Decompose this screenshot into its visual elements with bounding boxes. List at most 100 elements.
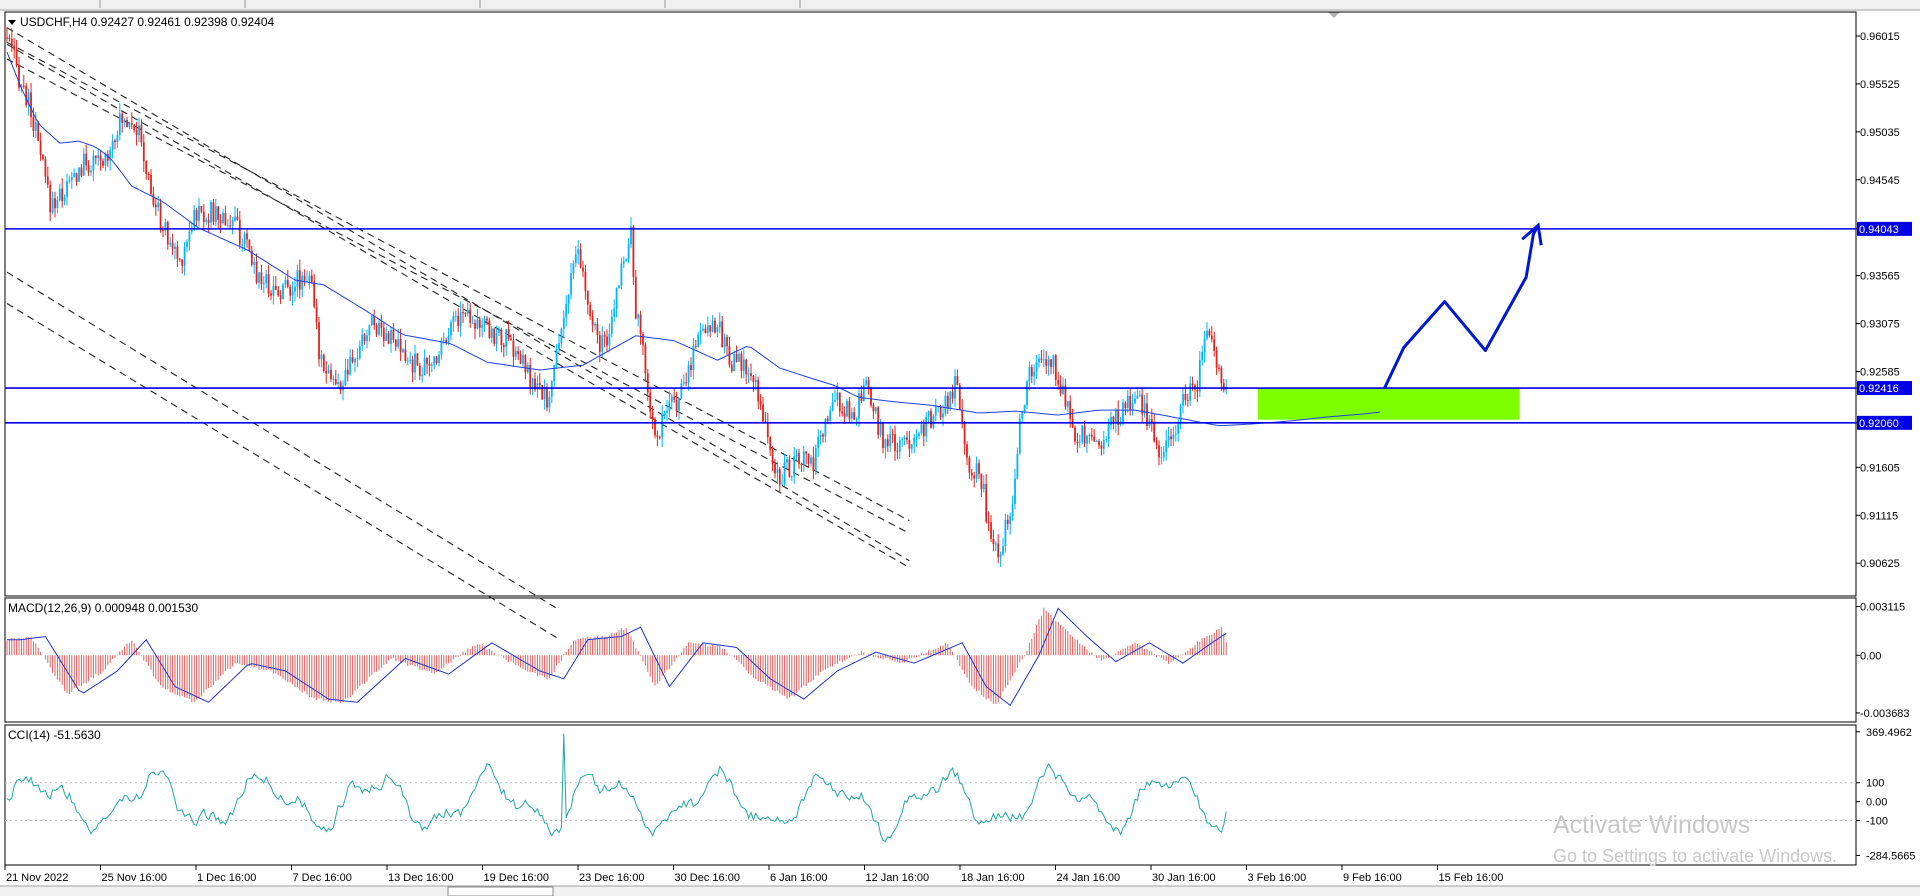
candle-body [121,113,124,123]
candle-body [558,343,560,349]
price-label: 0.91605 [1860,462,1900,474]
candle-body [985,484,988,522]
projection-path [1383,224,1540,389]
candle-body [426,357,428,364]
projection-arrowhead-icon [1521,222,1543,246]
time-label: 30 Dec 16:00 [675,872,740,884]
candle-body [183,246,186,266]
candle-body [250,250,253,265]
candle-body [70,176,73,181]
candle-body [150,174,152,194]
candle-body [25,85,28,106]
channel-line [6,27,910,562]
candle-body [1095,441,1098,443]
candle-body [13,46,16,50]
candle-body [774,463,776,474]
candle-body [147,173,150,175]
candle-body [704,328,707,334]
cci-label: 100 [1866,778,1884,790]
shift-marker-icon[interactable] [1328,12,1340,18]
candle-body [987,521,990,523]
candle-body [728,346,731,365]
candle-body [1081,425,1084,442]
candle-body [1160,457,1163,459]
candle-body [409,359,412,361]
candle-body [358,345,361,359]
candle-body [644,344,647,374]
price-label: 0.92585 [1860,366,1900,378]
candle-body [8,37,11,39]
candle-body [193,210,196,230]
candle-body [1112,416,1115,423]
time-label: 30 Jan 16:00 [1152,872,1216,884]
candle-body [992,538,995,545]
candle-body [308,275,311,281]
candle-body [231,220,234,226]
candle-body [639,314,642,335]
candle-body [517,351,520,355]
time-label: 25 Nov 16:00 [102,872,167,884]
candle-body [1198,360,1201,392]
price-label-box [1857,415,1912,430]
candle-body [334,379,337,385]
candle-body [524,355,527,373]
candle-body [195,210,198,221]
candle-body [620,263,623,286]
candle-body [176,246,179,259]
candle-body [469,309,472,324]
candle-body [262,283,265,285]
time-label: 9 Feb 16:00 [1343,872,1402,884]
activate-windows-title: Activate Windows [1553,811,1751,839]
cci-plot [5,733,1856,842]
candle-body [1174,433,1177,435]
candle-body [963,421,966,445]
scrollbar-thumb[interactable] [447,886,554,896]
candle-body [214,206,217,222]
dropdown-icon[interactable] [8,20,16,25]
candle-body [394,339,397,347]
candle-body [1009,516,1012,524]
candle-body [1040,358,1043,360]
candle-body [730,364,733,372]
candle-body [466,309,469,314]
candle-body [452,315,455,323]
candle-body [627,244,630,259]
candle-body [291,291,294,296]
candle-body [531,378,534,388]
candle-body [85,153,88,166]
candle-body [906,437,908,441]
candle-body [1153,422,1156,442]
candle-body [471,322,474,324]
candle-body [1026,381,1028,405]
candle-body [812,457,815,472]
candle-body [488,320,491,338]
macd-label: 0.00 [1860,650,1881,662]
candle-body [555,348,558,365]
candle-body [601,335,604,352]
candle-body [790,476,793,478]
candle-body [658,436,661,438]
price-label-box [1857,221,1912,236]
candle-body [1021,412,1024,419]
cci-panel-frame [4,724,1857,866]
candle-body [548,396,551,408]
candle-body [656,435,659,437]
time-label: 12 Jan 16:00 [866,872,930,884]
candle-body [366,335,368,342]
candle-body [375,325,378,335]
candle-body [267,274,270,294]
candle-body [133,124,136,130]
candle-body [594,323,596,326]
candle-body [865,380,868,385]
candle-body [54,198,56,209]
candle-body [766,422,769,438]
candle-body [735,354,738,362]
candle-body [430,364,433,366]
candle-body [418,365,421,376]
candle-body [406,360,409,362]
candle-body [810,457,812,464]
candle-body [565,303,568,318]
candle-body [649,392,652,412]
candle-body [637,314,640,319]
